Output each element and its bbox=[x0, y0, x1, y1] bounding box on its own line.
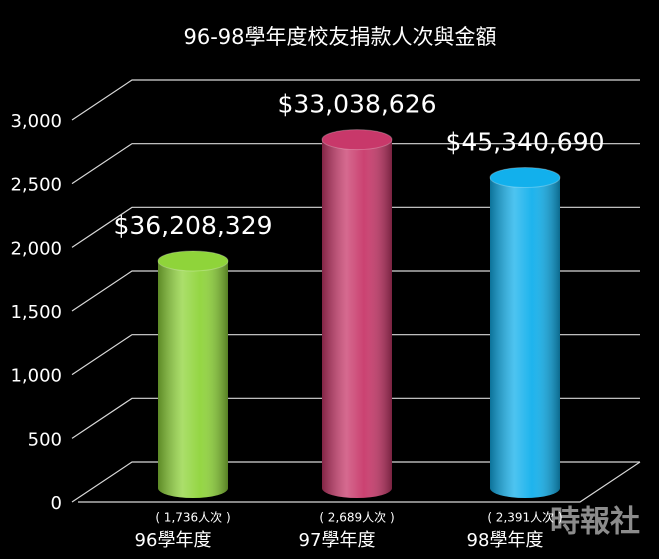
grid-line bbox=[71, 461, 640, 503]
floor bbox=[78, 461, 641, 503]
watermark: 時報社 bbox=[550, 505, 640, 540]
y-tick-label: 1,500 bbox=[10, 302, 62, 323]
y-tick-label: 2,000 bbox=[10, 238, 62, 259]
bar-top bbox=[321, 129, 393, 151]
value-label: ( 1,736人次 ) bbox=[155, 511, 230, 525]
bar-shade bbox=[490, 177, 560, 488]
bar-shade bbox=[158, 260, 228, 488]
grid-line bbox=[71, 143, 640, 185]
bar-shade bbox=[322, 139, 392, 489]
grid-line bbox=[71, 397, 640, 439]
y-tick-label: 3,000 bbox=[10, 111, 62, 132]
amount-label: $33,038,626 bbox=[277, 90, 436, 119]
amount-label: $36,208,329 bbox=[113, 211, 272, 240]
y-tick-label: 2,500 bbox=[10, 175, 62, 196]
grid-line bbox=[71, 206, 640, 248]
bar-top bbox=[489, 167, 561, 189]
grid-line bbox=[71, 270, 640, 312]
value-label: ( 2,689人次 ) bbox=[319, 511, 394, 525]
y-tick-label: 500 bbox=[28, 429, 62, 450]
x-tick-label: 96學年度 bbox=[135, 530, 212, 551]
value-label: ( 2,391人次 ) bbox=[487, 511, 562, 525]
x-tick-label: 98學年度 bbox=[467, 530, 544, 551]
chart-title: 96-98學年度校友捐款人次與金額 bbox=[183, 25, 496, 49]
y-tick-label: 1,000 bbox=[10, 366, 62, 387]
x-tick-label: 97學年度 bbox=[299, 530, 376, 551]
grid-line bbox=[71, 79, 640, 121]
bar-top bbox=[157, 250, 229, 272]
amount-label: $45,340,690 bbox=[445, 128, 604, 157]
grid-line bbox=[71, 334, 640, 376]
y-tick-label: 0 bbox=[51, 493, 62, 514]
